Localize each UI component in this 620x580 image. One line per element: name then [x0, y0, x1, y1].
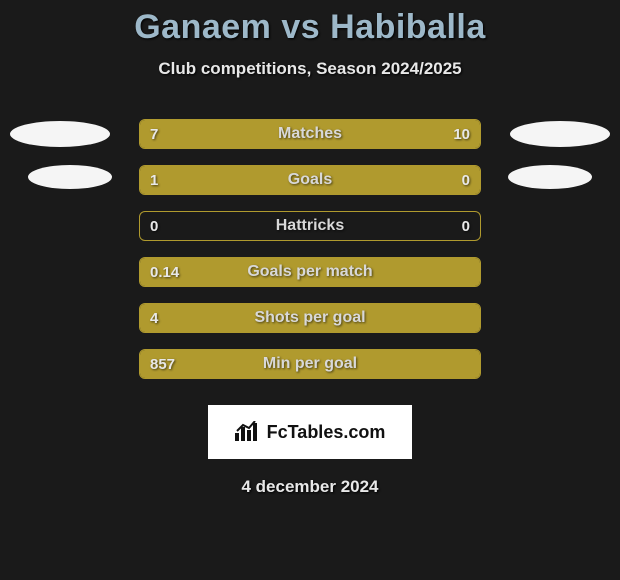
value-right: 0	[462, 212, 470, 240]
value-left: 0.14	[150, 258, 179, 286]
stat-row: 10Goals	[0, 165, 620, 211]
stat-bar: 0 0Hattricks	[139, 211, 481, 241]
chart-icon	[235, 421, 261, 443]
stats-area: 710Matches10Goals00Hattricks0.14Goals pe…	[0, 119, 620, 395]
value-right: 10	[453, 120, 470, 148]
stat-row: 0 0Hattricks	[0, 211, 620, 257]
bar-left	[140, 120, 279, 148]
bar-right	[279, 120, 480, 148]
stat-bar: 10Goals	[139, 165, 481, 195]
page-title: Ganaem vs Habiballa	[0, 8, 620, 47]
value-left: 7	[150, 120, 158, 148]
value-left: 0	[150, 212, 158, 240]
logo-text: FcTables.com	[267, 422, 386, 443]
bar-left	[140, 258, 480, 286]
value-left: 1	[150, 166, 158, 194]
player-avatar-left	[28, 165, 112, 189]
stat-bar: 857Min per goal	[139, 349, 481, 379]
stat-bar: 0.14Goals per match	[139, 257, 481, 287]
value-right: 0	[462, 166, 470, 194]
stat-row: 0.14Goals per match	[0, 257, 620, 303]
value-left: 857	[150, 350, 175, 378]
stat-label: Hattricks	[140, 212, 480, 240]
fctables-logo[interactable]: FcTables.com	[208, 405, 412, 459]
stat-bar: 4Shots per goal	[139, 303, 481, 333]
stat-row: 4Shots per goal	[0, 303, 620, 349]
bar-left	[140, 166, 480, 194]
subtitle: Club competitions, Season 2024/2025	[0, 59, 620, 79]
comparison-card: Ganaem vs Habiballa Club competitions, S…	[0, 0, 620, 497]
player-avatar-left	[10, 121, 110, 147]
date-label: 4 december 2024	[0, 477, 620, 497]
stat-row: 710Matches	[0, 119, 620, 165]
value-left: 4	[150, 304, 158, 332]
bar-left	[140, 350, 480, 378]
bar-left	[140, 304, 480, 332]
player-avatar-right	[510, 121, 610, 147]
stat-row: 857Min per goal	[0, 349, 620, 395]
stat-bar: 710Matches	[139, 119, 481, 149]
player-avatar-right	[508, 165, 592, 189]
